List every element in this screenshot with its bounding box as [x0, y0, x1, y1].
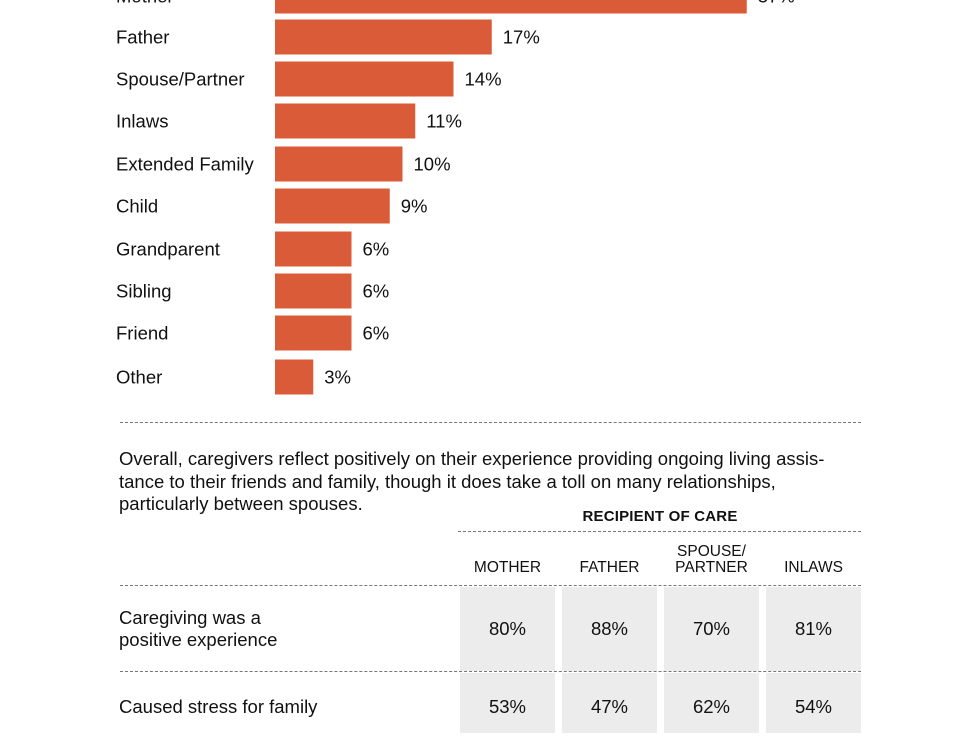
bar — [275, 188, 390, 224]
bar-chart: Mother 37% Father 17% Spouse/Partner 14% Inlaw… — [116, 0, 795, 395]
section-divider — [120, 422, 861, 423]
header-divider — [120, 585, 861, 586]
category-label: Spouse/Partner — [116, 69, 245, 90]
bar-value-label: 6% — [363, 239, 390, 260]
bar — [275, 103, 416, 139]
bar-value-label: 6% — [363, 281, 390, 302]
bar — [275, 231, 352, 267]
bar-value-label: 17% — [503, 27, 540, 48]
column-header: SPOUSE/ PARTNER — [675, 543, 748, 576]
bar-value-label: 10% — [414, 154, 451, 175]
category-label: Mother — [116, 0, 174, 7]
table-cell: 62% — [664, 673, 759, 733]
category-label: Friend — [116, 323, 168, 344]
category-label: Father — [116, 27, 169, 48]
bar — [275, 146, 403, 182]
bar-value-label: 6% — [363, 323, 390, 344]
category-label: Grandparent — [116, 239, 220, 260]
row-divider — [120, 671, 861, 672]
column-header: FATHER — [579, 559, 640, 576]
table-cell: 81% — [766, 587, 861, 671]
bar — [275, 0, 747, 14]
table-row-label: Caregiving was a positive experience — [119, 607, 278, 650]
category-label: Inlaws — [116, 111, 168, 132]
table-cell: 47% — [562, 673, 657, 733]
category-label: Other — [116, 367, 162, 388]
bar — [275, 61, 454, 97]
bar-value-label: 14% — [465, 69, 502, 90]
bar-value-label: 3% — [324, 367, 351, 388]
table-super-header: RECIPIENT OF CARE — [582, 508, 738, 525]
table-cell: 88% — [562, 587, 657, 671]
bar — [275, 273, 352, 309]
column-header: INLAWS — [784, 559, 843, 576]
bar-value-label: 11% — [426, 111, 462, 132]
bar — [275, 19, 492, 55]
table-row-label: Caused stress for family — [119, 696, 318, 717]
column-header: MOTHER — [473, 559, 542, 576]
table-cell: 53% — [460, 673, 555, 733]
bar-value-label: 37% — [758, 0, 795, 7]
table-cell: 70% — [664, 587, 759, 671]
bar-value-label: 9% — [401, 196, 428, 217]
table-cell: 54% — [766, 673, 861, 733]
category-label: Sibling — [116, 281, 172, 302]
bar — [275, 359, 314, 395]
category-label: Child — [116, 196, 158, 217]
bar — [275, 315, 352, 351]
category-label: Extended Family — [116, 154, 255, 175]
super-header-divider — [458, 531, 861, 532]
intro-paragraph: Overall, caregivers reflect positively o… — [119, 448, 825, 514]
table-cell: 80% — [460, 587, 555, 671]
